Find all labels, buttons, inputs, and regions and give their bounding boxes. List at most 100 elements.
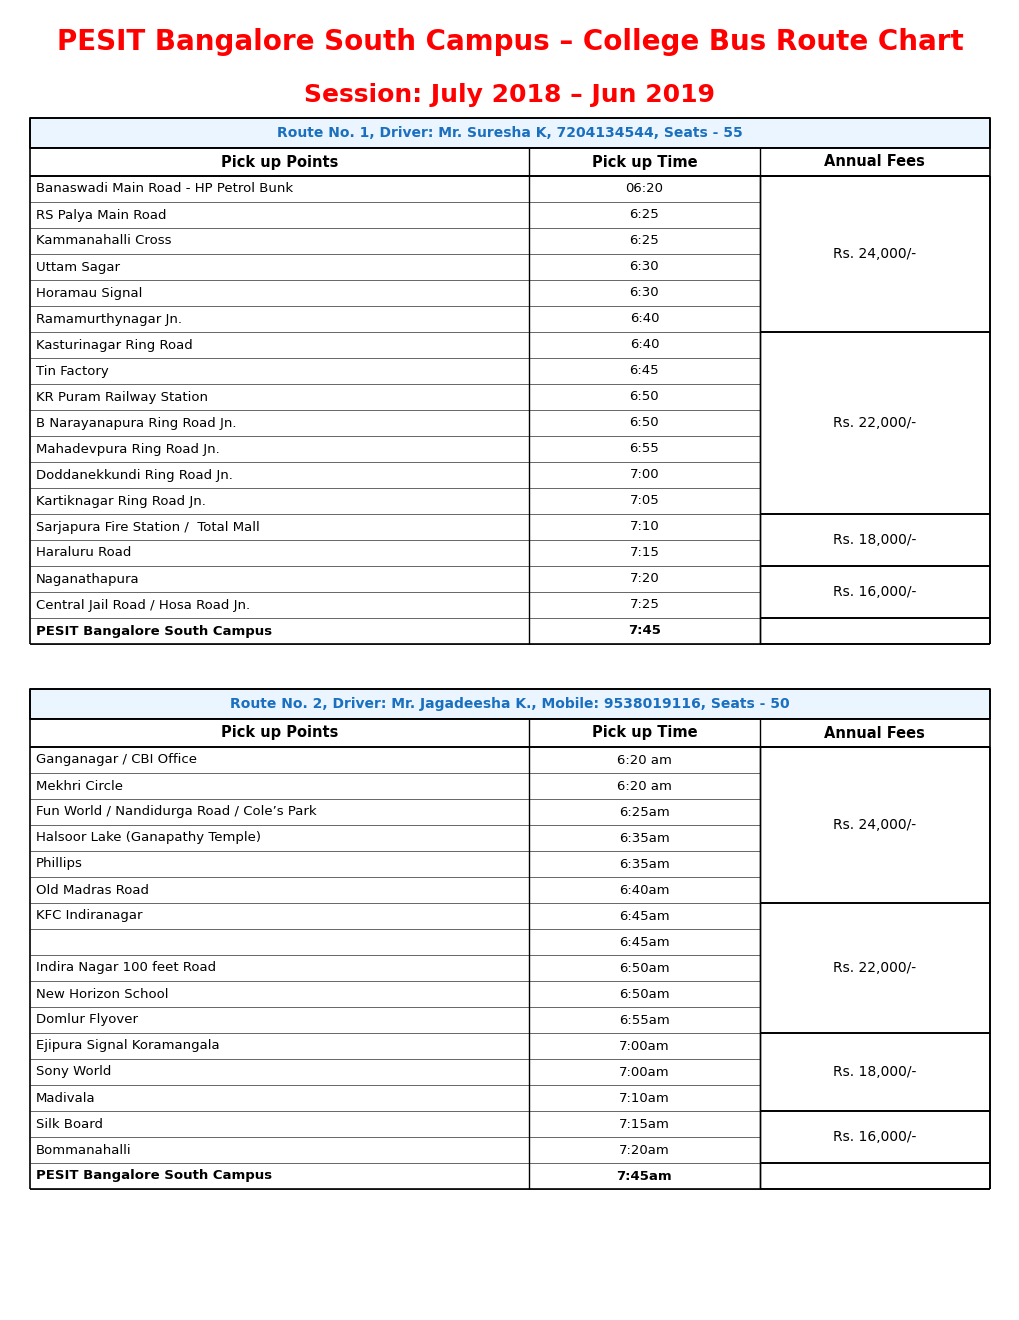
Text: 6:25: 6:25	[629, 209, 658, 222]
Text: Mahadevpura Ring Road Jn.: Mahadevpura Ring Road Jn.	[36, 442, 219, 455]
Text: Sarjapura Fire Station /  Total Mall: Sarjapura Fire Station / Total Mall	[36, 520, 260, 533]
Text: 06:20: 06:20	[625, 182, 662, 195]
Text: Rs. 16,000/-: Rs. 16,000/-	[833, 1130, 916, 1144]
Text: Rs. 22,000/-: Rs. 22,000/-	[833, 961, 915, 975]
Bar	[759, 903, 989, 1034]
Text: 7:05: 7:05	[629, 495, 658, 507]
Text: Pick up Points: Pick up Points	[221, 726, 338, 741]
Text: Domlur Flyover: Domlur Flyover	[36, 1014, 138, 1027]
Text: 6:20 am: 6:20 am	[616, 780, 672, 792]
Text: B Narayanapura Ring Road Jn.: B Narayanapura Ring Road Jn.	[36, 417, 236, 429]
Text: PESIT Bangalore South Campus: PESIT Bangalore South Campus	[36, 1170, 272, 1183]
Text: 6:50: 6:50	[629, 417, 658, 429]
Text: 6:55: 6:55	[629, 442, 658, 455]
Text: KR Puram Railway Station: KR Puram Railway Station	[36, 391, 208, 404]
Text: Mekhri Circle: Mekhri Circle	[36, 780, 123, 792]
Text: 6:40: 6:40	[629, 338, 658, 351]
Text: Phillips: Phillips	[36, 858, 83, 870]
Text: 6:45am: 6:45am	[619, 909, 669, 923]
Text: Kammanahalli Cross: Kammanahalli Cross	[36, 235, 171, 248]
Text: 7:10am: 7:10am	[619, 1092, 669, 1105]
Text: 7:15: 7:15	[629, 546, 658, 560]
Bar	[759, 618, 989, 644]
Text: 6:40: 6:40	[629, 313, 658, 326]
Text: Naganathapura: Naganathapura	[36, 573, 140, 586]
Text: Madivala: Madivala	[36, 1092, 96, 1105]
Text: Bommanahalli: Bommanahalli	[36, 1143, 131, 1156]
Text: 7:00: 7:00	[629, 469, 658, 482]
Text: 6:30: 6:30	[629, 260, 658, 273]
Bar	[30, 148, 989, 176]
Text: 6:50am: 6:50am	[619, 961, 669, 974]
Text: Session: July 2018 – Jun 2019: Session: July 2018 – Jun 2019	[305, 83, 714, 107]
Text: Uttam Sagar: Uttam Sagar	[36, 260, 120, 273]
Text: Halsoor Lake (Ganapathy Temple): Halsoor Lake (Ganapathy Temple)	[36, 832, 261, 845]
Text: Ejipura Signal Koramangala: Ejipura Signal Koramangala	[36, 1040, 219, 1052]
Text: 6:35am: 6:35am	[619, 858, 669, 870]
Text: 6:55am: 6:55am	[619, 1014, 669, 1027]
Text: Route No. 1, Driver: Mr. Suresha K, 7204134544, Seats - 55: Route No. 1, Driver: Mr. Suresha K, 7204…	[277, 125, 742, 140]
Text: 6:45: 6:45	[629, 364, 658, 378]
Text: 6:20 am: 6:20 am	[616, 754, 672, 767]
Text: Rs. 22,000/-: Rs. 22,000/-	[833, 416, 915, 430]
Bar	[759, 1111, 989, 1163]
Bar	[759, 1163, 989, 1189]
Text: 7:25: 7:25	[629, 598, 658, 611]
Text: PESIT Bangalore South Campus: PESIT Bangalore South Campus	[36, 624, 272, 638]
Text: 6:50am: 6:50am	[619, 987, 669, 1001]
Text: Kartiknagar Ring Road Jn.: Kartiknagar Ring Road Jn.	[36, 495, 206, 507]
Text: 6:25am: 6:25am	[619, 805, 669, 818]
Text: 7:20am: 7:20am	[619, 1143, 669, 1156]
Text: Annual Fees: Annual Fees	[823, 154, 924, 169]
Bar	[759, 513, 989, 566]
Text: Ganganagar / CBI Office: Ganganagar / CBI Office	[36, 754, 197, 767]
Bar	[30, 117, 989, 148]
Text: Sony World: Sony World	[36, 1065, 111, 1078]
Text: 7:45am: 7:45am	[615, 1170, 672, 1183]
Text: Doddanekkundi Ring Road Jn.: Doddanekkundi Ring Road Jn.	[36, 469, 232, 482]
Text: Pick up Time: Pick up Time	[591, 154, 697, 169]
Text: Banaswadi Main Road - HP Petrol Bunk: Banaswadi Main Road - HP Petrol Bunk	[36, 182, 292, 195]
Text: 7:10: 7:10	[629, 520, 658, 533]
Text: Horamau Signal: Horamau Signal	[36, 286, 143, 300]
Text: 6:25: 6:25	[629, 235, 658, 248]
Text: 7:00am: 7:00am	[619, 1065, 669, 1078]
Bar	[759, 747, 989, 903]
Bar	[30, 689, 989, 719]
Text: 6:40am: 6:40am	[619, 883, 669, 896]
Text: Kasturinagar Ring Road: Kasturinagar Ring Road	[36, 338, 193, 351]
Text: 7:45: 7:45	[628, 624, 660, 638]
Text: 6:45am: 6:45am	[619, 936, 669, 949]
Text: 6:30: 6:30	[629, 286, 658, 300]
Text: 7:20: 7:20	[629, 573, 658, 586]
Text: Rs. 16,000/-: Rs. 16,000/-	[833, 585, 916, 599]
Text: Haraluru Road: Haraluru Road	[36, 546, 131, 560]
Text: RS Palya Main Road: RS Palya Main Road	[36, 209, 166, 222]
Text: Rs. 18,000/-: Rs. 18,000/-	[833, 533, 916, 546]
Text: Central Jail Road / Hosa Road Jn.: Central Jail Road / Hosa Road Jn.	[36, 598, 250, 611]
Bar	[759, 333, 989, 513]
Text: 7:15am: 7:15am	[619, 1118, 669, 1130]
Text: 7:00am: 7:00am	[619, 1040, 669, 1052]
Bar	[759, 1034, 989, 1111]
Bar	[759, 566, 989, 618]
Text: KFC Indiranagar: KFC Indiranagar	[36, 909, 143, 923]
Text: Rs. 18,000/-: Rs. 18,000/-	[833, 1065, 916, 1078]
Text: 6:50: 6:50	[629, 391, 658, 404]
Text: Silk Board: Silk Board	[36, 1118, 103, 1130]
Text: Pick up Points: Pick up Points	[221, 154, 338, 169]
Text: Tin Factory: Tin Factory	[36, 364, 109, 378]
Text: Old Madras Road: Old Madras Road	[36, 883, 149, 896]
Text: PESIT Bangalore South Campus – College Bus Route Chart: PESIT Bangalore South Campus – College B…	[57, 28, 962, 55]
Text: Fun World / Nandidurga Road / Cole’s Park: Fun World / Nandidurga Road / Cole’s Par…	[36, 805, 316, 818]
Text: Indira Nagar 100 feet Road: Indira Nagar 100 feet Road	[36, 961, 216, 974]
Text: Rs. 24,000/-: Rs. 24,000/-	[833, 818, 915, 832]
Bar	[30, 719, 989, 747]
Text: New Horizon School: New Horizon School	[36, 987, 168, 1001]
Text: Ramamurthynagar Jn.: Ramamurthynagar Jn.	[36, 313, 181, 326]
Text: Pick up Time: Pick up Time	[591, 726, 697, 741]
Text: 6:35am: 6:35am	[619, 832, 669, 845]
Text: Rs. 24,000/-: Rs. 24,000/-	[833, 247, 915, 261]
Text: Route No. 2, Driver: Mr. Jagadeesha K., Mobile: 9538019116, Seats - 50: Route No. 2, Driver: Mr. Jagadeesha K., …	[230, 697, 789, 711]
Bar	[759, 176, 989, 333]
